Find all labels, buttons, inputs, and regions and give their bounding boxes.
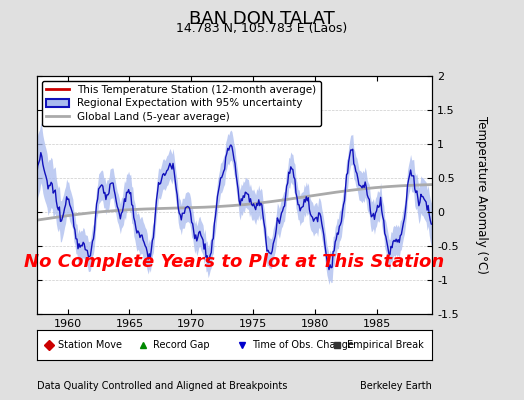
Text: Time of Obs. Change: Time of Obs. Change <box>252 340 354 350</box>
Text: BAN DON TALAT: BAN DON TALAT <box>189 10 335 28</box>
Legend: This Temperature Station (12-month average), Regional Expectation with 95% uncer: This Temperature Station (12-month avera… <box>42 81 321 126</box>
Text: Empirical Break: Empirical Break <box>347 340 424 350</box>
Text: Data Quality Controlled and Aligned at Breakpoints: Data Quality Controlled and Aligned at B… <box>37 381 287 391</box>
Text: No Complete Years to Plot at This Station: No Complete Years to Plot at This Statio… <box>24 253 445 271</box>
Text: Record Gap: Record Gap <box>154 340 210 350</box>
Text: 14.783 N, 105.783 E (Laos): 14.783 N, 105.783 E (Laos) <box>177 22 347 35</box>
Text: Berkeley Earth: Berkeley Earth <box>361 381 432 391</box>
Y-axis label: Temperature Anomaly (°C): Temperature Anomaly (°C) <box>475 116 488 274</box>
Text: Station Move: Station Move <box>59 340 123 350</box>
